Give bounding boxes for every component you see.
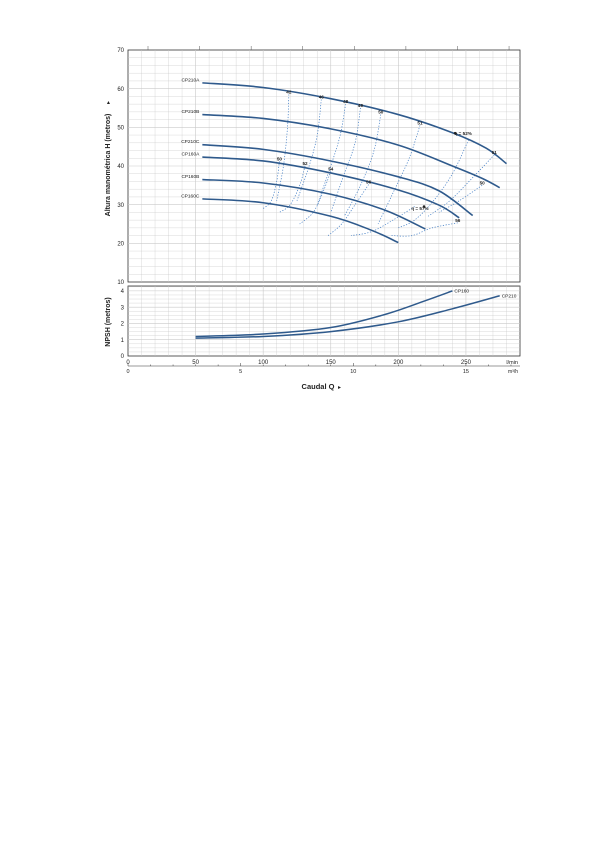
series-label: CP210B <box>181 109 199 115</box>
npsh-grid: 0 1 2 3 4 0 50 100 150 200 250 l/min 0 5 10 15 m³/h <box>121 285 521 375</box>
head-curve-cp160c <box>202 198 399 244</box>
efficiency-isoline <box>350 206 415 236</box>
secondary-unit-label: m³/h <box>508 369 518 375</box>
npsh-tick-label: 4 <box>121 289 125 295</box>
head-curve-cp210c <box>202 143 474 217</box>
flow-tick-label: 100 <box>258 360 269 366</box>
efficiency-label: 56 <box>366 180 372 185</box>
series-label: CP210 <box>502 293 517 299</box>
best-efficiency-point <box>422 205 426 208</box>
head-curve-cp160a <box>202 156 460 219</box>
npsh-curve-cp160 <box>195 290 453 338</box>
head-tick-label: 40 <box>117 164 124 170</box>
best-efficiency-point <box>453 131 457 135</box>
efficiency-label: η = 52% <box>455 131 472 136</box>
head-curves <box>202 82 507 244</box>
efficiency-label: η = 57% <box>411 206 428 211</box>
head-tick-label: 20 <box>117 242 124 248</box>
npsh-axis-label: NPSH (metros) <box>105 297 112 346</box>
efficiency-label: 46 <box>319 94 325 99</box>
efficiency-label: 51 <box>417 120 423 125</box>
head-tick-label: 60 <box>117 87 124 93</box>
npsh-tick-label: 2 <box>121 322 125 328</box>
efficiency-isoline <box>391 222 458 237</box>
secondary-tick-label: 0 <box>126 369 129 375</box>
series-label: CP210A <box>181 77 200 83</box>
head-axis-arrow: ▸ <box>106 101 112 104</box>
efficiency-label: 50 <box>378 110 384 115</box>
series-label: CP160B <box>181 174 199 180</box>
series-label: CP160C <box>181 193 200 199</box>
secondary-tick-label: 15 <box>463 369 469 375</box>
flow-axis-arrow: ▸ <box>338 385 341 391</box>
efficiency-isoline <box>398 139 469 229</box>
head-curve-cp210b <box>202 113 501 189</box>
efficiency-label: 42 <box>286 89 292 94</box>
head-curve-cp160b <box>202 178 426 230</box>
flow-axis-label: Caudal Q <box>302 382 335 391</box>
head-tick-label: 50 <box>117 126 124 132</box>
efficiency-label: 52 <box>303 161 309 166</box>
series-label: CP160A <box>181 152 200 158</box>
flow-tick-label: 200 <box>393 360 404 366</box>
head-curve-cp210a <box>202 82 507 165</box>
flow-tick-label: 250 <box>461 360 472 366</box>
flow-unit-label: l/min <box>506 360 518 366</box>
efficiency-isoline <box>327 184 369 236</box>
secondary-tick-label: 10 <box>350 369 356 375</box>
npsh-curve-cp210 <box>195 295 500 339</box>
head-grid: 10 20 30 40 50 60 70 <box>117 46 521 286</box>
npsh-curves <box>195 290 500 339</box>
head-axis-label: Altura manométrica H (metros) <box>105 114 112 217</box>
series-label: CP210C <box>181 139 200 145</box>
flow-tick-label: 50 <box>192 360 199 366</box>
efficiency-label: 48 <box>343 99 349 104</box>
npsh-plot-frame <box>127 285 521 357</box>
efficiency-label: 50 <box>480 180 486 185</box>
efficiency-isoline <box>438 185 483 213</box>
efficiency-label: 51 <box>492 150 498 155</box>
efficiency-isoline <box>299 171 332 225</box>
efficiency-isoline <box>276 94 290 201</box>
flow-tick-label: 150 <box>326 360 337 366</box>
secondary-tick-label: 5 <box>239 369 242 375</box>
flow-tick-label: 0 <box>126 360 130 366</box>
efficiency-isoline <box>427 154 495 217</box>
npsh-tick-label: 0 <box>121 354 125 360</box>
efficiency-label: 49 <box>358 103 364 108</box>
head-tick-label: 10 <box>117 280 124 286</box>
efficiency-isoline <box>279 165 306 213</box>
head-tick-label: 70 <box>117 48 124 54</box>
head-tick-label: 30 <box>117 203 124 209</box>
npsh-tick-label: 1 <box>121 338 125 344</box>
series-label: CP160 <box>454 288 469 294</box>
efficiency-label: 56 <box>455 218 461 223</box>
efficiency-isoline <box>262 161 280 209</box>
npsh-tick-label: 3 <box>121 305 125 311</box>
chart-labels: CP210A CP210B CP210C CP160A CP160B CP160C 42 46… <box>181 77 517 299</box>
efficiency-label: 54 <box>328 166 334 171</box>
efficiency-label: 50 <box>277 156 283 161</box>
